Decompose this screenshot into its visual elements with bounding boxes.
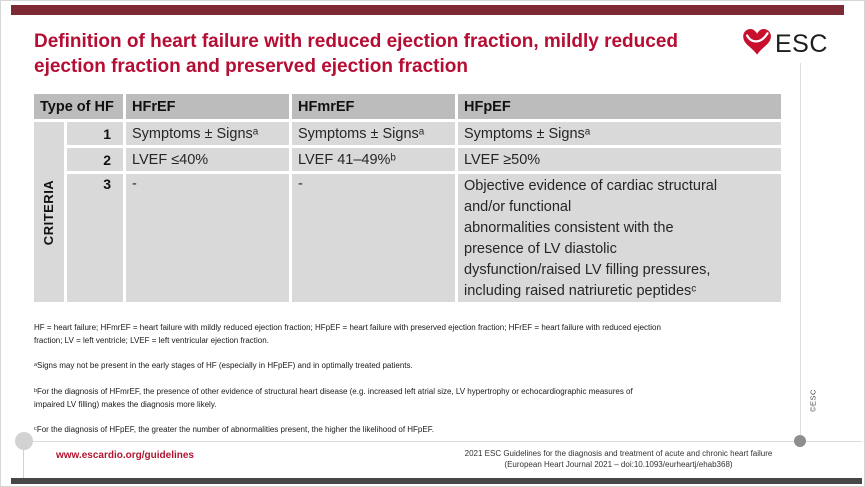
footnotes: HF = heart failure; HFmrEF = heart failu… [34, 309, 834, 450]
right-divider-line [800, 63, 801, 441]
footer-node-right [794, 435, 806, 447]
row-number-2: 2 [67, 148, 123, 171]
footer-citation-line1: 2021 ESC Guidelines for the diagnosis an… [464, 449, 773, 458]
esc-logo-text: ESC [775, 30, 828, 58]
table-cell-hfmref-1: Symptoms ± Signsᵃ [292, 122, 455, 145]
table-cell-hfpef-2: LVEF ≥50% [458, 148, 781, 171]
table-header-hfref: HFrEF [126, 94, 289, 119]
page-title: Definition of heart failure with reduced… [34, 31, 678, 77]
heart-icon [743, 29, 772, 60]
table-header-hfmref: HFmrEF [292, 94, 455, 119]
footnote-c: ᶜFor the diagnosis of HFpEF, the greater… [34, 425, 434, 435]
top-accent-bar [11, 5, 844, 15]
table-cell-hfref-1: Symptoms ± Signsᵃ [126, 122, 289, 145]
footer-divider-line [24, 441, 862, 442]
bottom-bar [11, 478, 862, 484]
table-cell-hfref-2: LVEF ≤40% [126, 148, 289, 171]
row-number-3: 3 [67, 174, 123, 302]
table-cell-hfref-3: - [126, 174, 289, 302]
criteria-label-cell: CRITERIA [34, 122, 64, 302]
table-header-type-of-hf: Type of HF [34, 94, 123, 119]
criteria-label: CRITERIA [41, 179, 57, 245]
table-header-hfpef: HFpEF [458, 94, 781, 119]
table-cell-hfmref-3: - [292, 174, 455, 302]
footer-citation: 2021 ESC Guidelines for the diagnosis an… [436, 448, 801, 470]
copyright-vertical-label: ©ESC [808, 389, 818, 412]
footnote-a: ᵃSigns may not be present in the early s… [34, 361, 413, 371]
footer-url-link[interactable]: www.escardio.org/guidelines [56, 450, 194, 461]
table-cell-hfmref-2: LVEF 41–49%ᵇ [292, 148, 455, 171]
hf-definition-table: Type of HF HFrEF HFmrEF HFpEF CRITERIA 1… [34, 94, 781, 302]
footnote-abbreviations: HF = heart failure; HFmrEF = heart failu… [34, 322, 661, 345]
footnote-b: ᵇFor the diagnosis of HFmrEF, the presen… [34, 386, 633, 409]
table-cell-hfpef-3: Objective evidence of cardiac structural… [458, 174, 781, 302]
table-cell-hfpef-1: Symptoms ± Signsᵃ [458, 122, 781, 145]
esc-logo: ESC [743, 29, 828, 60]
row-number-1: 1 [67, 122, 123, 145]
footer-node-left [15, 432, 33, 450]
footer-citation-line2: (European Heart Journal 2021 – doi:10.10… [504, 460, 733, 469]
footer-node-left-line [23, 450, 24, 479]
